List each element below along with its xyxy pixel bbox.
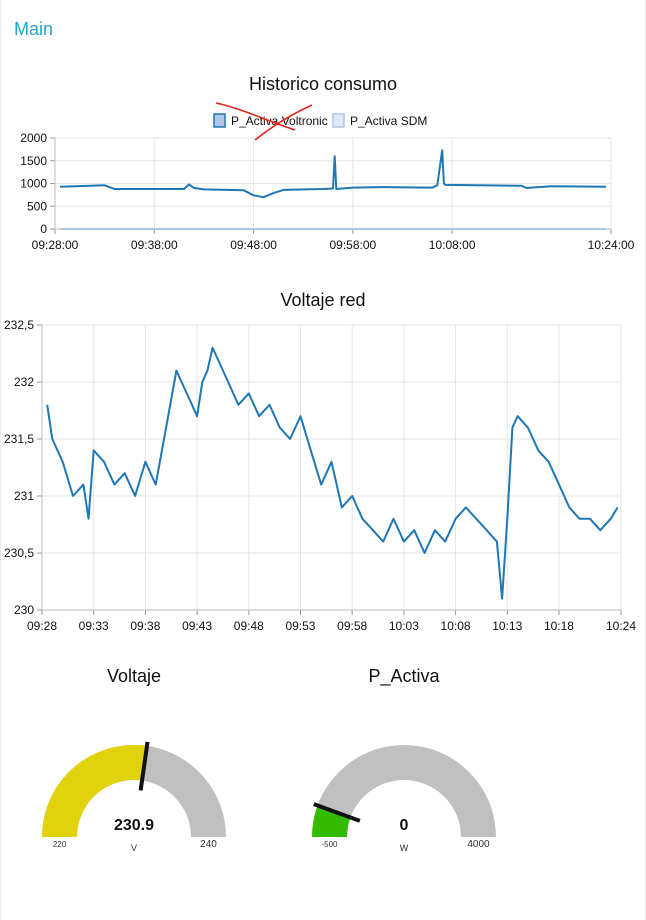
gauge-max-label: 4000 — [467, 839, 490, 850]
voltaje-red-chart: 232,5 232 231,5 231 230,5 230 09:28 09:33 09:38 0… — [4, 318, 636, 633]
gauge-min-label: 220 — [53, 840, 67, 849]
gauge-needle — [313, 802, 361, 823]
x-tick-label: 10:24 — [606, 619, 636, 633]
x-tick-label: 09:48 — [234, 619, 264, 633]
y-tick-label: 231 — [14, 489, 34, 503]
x-tick-label: 10:08 — [441, 619, 471, 633]
gauge-unit: W — [400, 843, 409, 853]
x-tick-label: 09:53 — [285, 619, 315, 633]
page-title[interactable]: Main — [14, 19, 54, 39]
legend-item-2: P_Activa SDM — [332, 113, 427, 128]
gauge-value: 230.9 — [114, 817, 154, 834]
y-tick-label: 230 — [14, 603, 34, 617]
gauge-unit: V — [131, 843, 137, 853]
gauge-max-label: 240 — [200, 839, 217, 850]
gauge-fill — [312, 805, 351, 837]
x-tick-label: 10:13 — [492, 619, 522, 633]
legend-label: P_Activa SDM — [350, 114, 427, 128]
legend-label: P_Activa Voltronic — [231, 114, 328, 128]
cross-out-mark — [215, 102, 313, 141]
y-tick-label: 1500 — [20, 154, 47, 168]
x-tick-label: 10:03 — [389, 619, 419, 633]
series-line-1 — [59, 149, 607, 199]
gauge-fill — [42, 745, 147, 837]
series-line-1 — [46, 346, 619, 600]
x-tick-label: 09:33 — [79, 619, 109, 633]
x-tick-label: 09:43 — [182, 619, 212, 633]
y-tick-label: 1000 — [20, 177, 47, 191]
historico-consumo-chart: 2000 1500 1000 500 0 09:28:00 09:38:00 09:48:00… — [20, 102, 635, 252]
gauge-title-voltaje: Voltaje — [106, 666, 162, 686]
x-tick-label: 09:58:00 — [329, 238, 376, 252]
x-tick-label: 09:28 — [27, 619, 57, 633]
x-tick-label: 10:08:00 — [429, 238, 476, 252]
x-tick-label: 09:28:00 — [32, 238, 79, 252]
p-activa-gauge: 0 W -500 4000 — [312, 745, 496, 853]
y-tick-label: 232,5 — [4, 318, 34, 332]
legend-item-1: P_Activa Voltronic — [213, 113, 328, 128]
y-tick-label: 0 — [40, 222, 47, 236]
gauge-track — [312, 745, 496, 837]
x-tick-label: 10:24:00 — [588, 238, 635, 252]
chart-title-voltaje-red: Voltaje red — [280, 290, 366, 310]
y-tick-label: 500 — [27, 199, 47, 213]
y-tick-label: 232 — [14, 375, 34, 389]
y-tick-label: 231,5 — [4, 432, 34, 446]
gauge-title-p-activa: P_Activa — [368, 666, 440, 686]
x-tick-label: 10:18 — [544, 619, 574, 633]
gauge-value: 0 — [400, 817, 409, 834]
gauge-needle — [138, 741, 150, 791]
legend-swatch — [213, 113, 226, 128]
x-tick-label: 09:48:00 — [230, 238, 277, 252]
y-tick-label: 230,5 — [4, 546, 34, 560]
x-tick-label: 09:58 — [337, 619, 367, 633]
chart-title-historico: Historico consumo — [248, 74, 398, 94]
x-tick-label: 09:38 — [130, 619, 160, 633]
x-tick-label: 09:38:00 — [131, 238, 178, 252]
voltaje-gauge: 230.9 V 220 240 — [42, 741, 226, 853]
y-tick-label: 2000 — [20, 131, 47, 145]
legend-swatch — [332, 113, 345, 128]
gauge-min-label: -500 — [321, 840, 338, 849]
